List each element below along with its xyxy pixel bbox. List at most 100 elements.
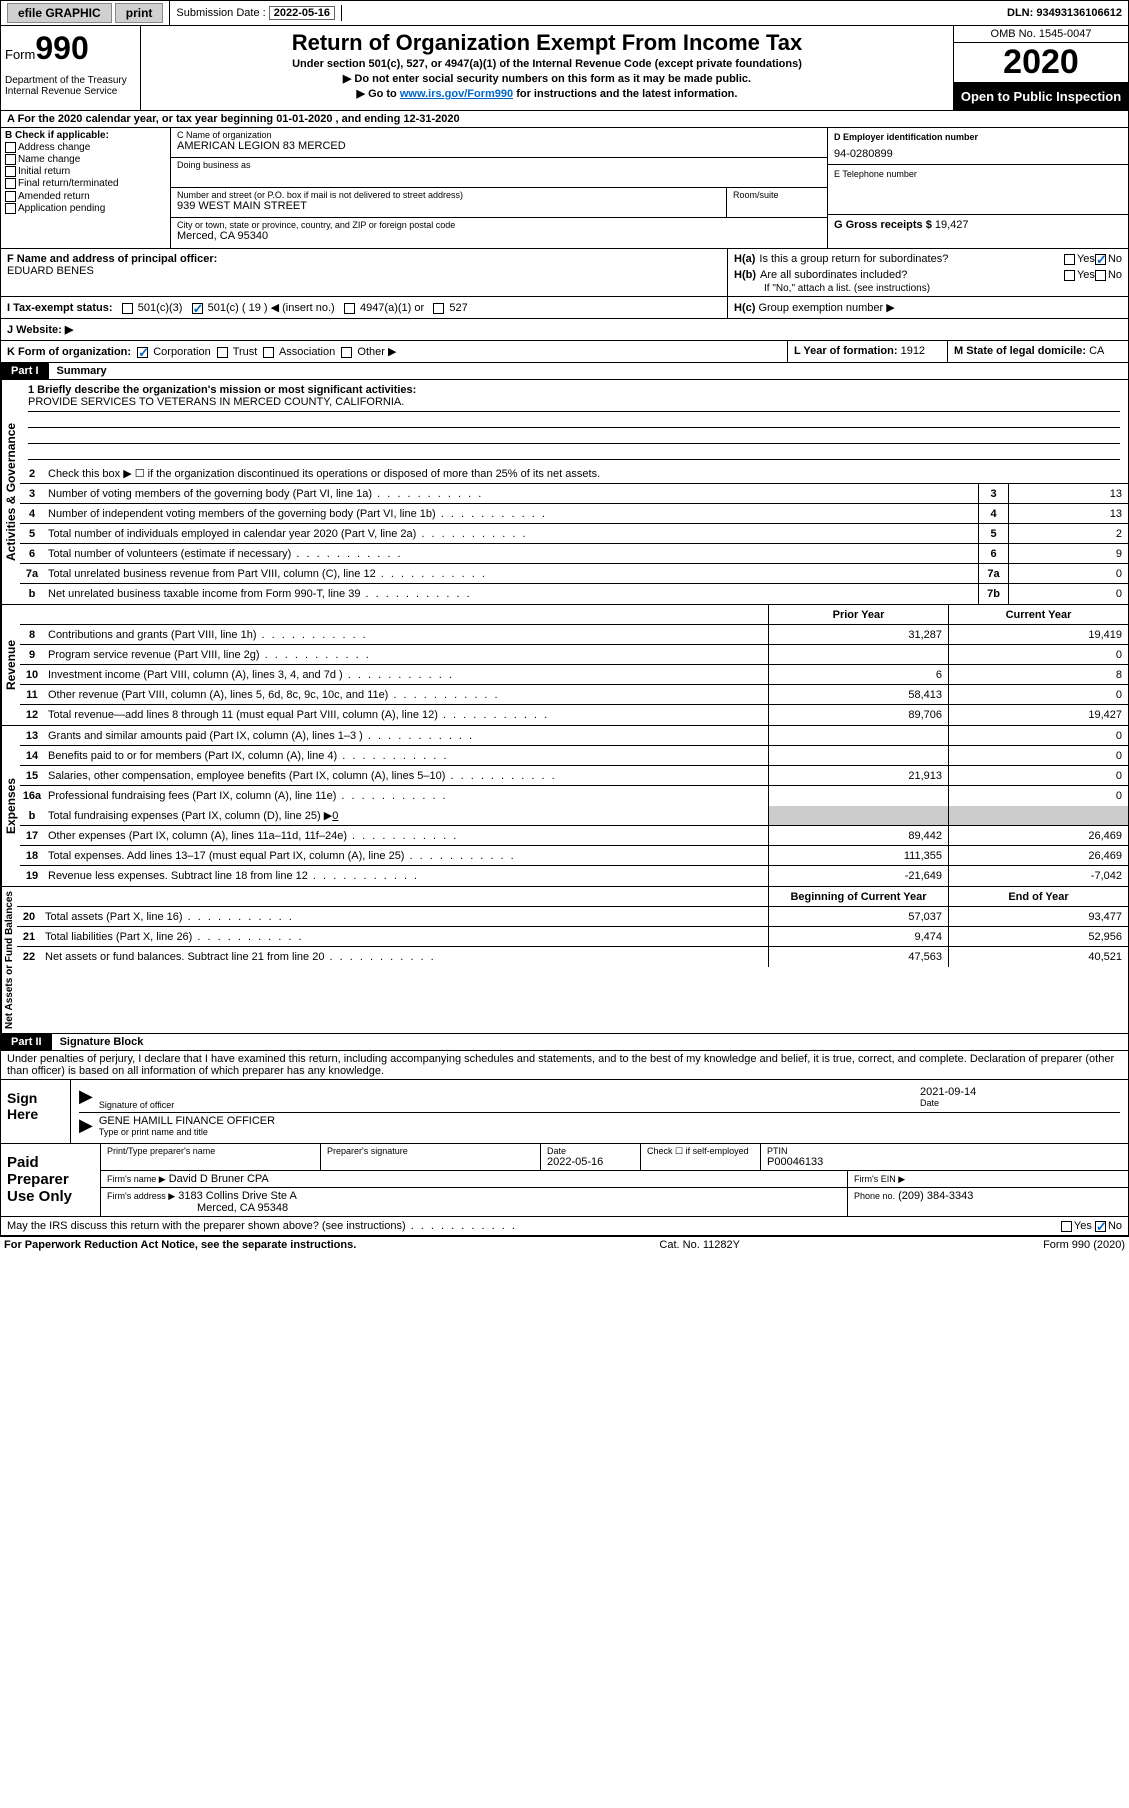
check-pending[interactable] [5, 203, 16, 214]
k-assoc-label: Association [279, 346, 335, 358]
line16b-val: 0 [332, 810, 338, 822]
discuss-no[interactable] [1095, 1221, 1106, 1232]
line2-text: Check this box ▶ ☐ if the organization d… [44, 465, 1128, 482]
submission-date: 2022-05-16 [269, 6, 335, 20]
print-button[interactable]: print [115, 3, 164, 23]
k-trust[interactable] [217, 347, 228, 358]
check-initial[interactable] [5, 166, 16, 177]
ha-no[interactable] [1095, 254, 1106, 265]
sig-date: 2021-09-14 [920, 1086, 1120, 1098]
begin-year-header: Beginning of Current Year [768, 887, 948, 906]
tax-status-label: I Tax-exempt status: [7, 302, 113, 314]
k-other[interactable] [341, 347, 352, 358]
form-title: Return of Organization Exempt From Incom… [151, 30, 943, 56]
tax-527-label: 527 [449, 302, 467, 314]
instr-link[interactable]: www.irs.gov/Form990 [400, 88, 513, 100]
form-subtitle: Under section 501(c), 527, or 4947(a)(1)… [151, 58, 943, 70]
k-assoc[interactable] [263, 347, 274, 358]
prior-year-header: Prior Year [768, 605, 948, 624]
prep-addr-label: Firm's address ▶ [107, 1191, 175, 1201]
prep-firm: David D Bruner CPA [169, 1173, 269, 1185]
part1-label: Part I [1, 363, 49, 379]
l-value: 1912 [901, 345, 925, 357]
section-a: A For the 2020 calendar year, or tax yea… [1, 111, 466, 127]
check-initial-label: Initial return [18, 166, 70, 177]
city-value: Merced, CA 95340 [177, 230, 821, 242]
revenue-vert-label: Revenue [1, 605, 20, 725]
line16b-text: Total fundraising expenses (Part IX, col… [48, 810, 332, 822]
sig-name: GENE HAMILL FINANCE OFFICER [99, 1115, 275, 1127]
sig-date-label: Date [920, 1098, 1120, 1108]
m-value: CA [1089, 345, 1104, 357]
hb-no[interactable] [1095, 270, 1106, 281]
check-pending-label: Application pending [18, 203, 105, 214]
dept-label: Department of the Treasury Internal Reve… [5, 75, 136, 97]
instr-goto-post: for instructions and the latest informat… [513, 88, 737, 100]
efile-button[interactable]: efile GRAPHIC [7, 3, 112, 23]
prep-date-label: Date [547, 1146, 634, 1156]
top-bar: efile GRAPHIC print Submission Date : 20… [0, 0, 1129, 26]
hb-note: If "No," attach a list. (see instruction… [734, 283, 1122, 294]
k-label: K Form of organization: [7, 346, 131, 358]
org-name: AMERICAN LEGION 83 MERCED [177, 140, 821, 152]
end-year-header: End of Year [948, 887, 1128, 906]
mission-label: 1 Briefly describe the organization's mi… [28, 384, 1120, 396]
tax-527[interactable] [433, 303, 444, 314]
gross-label: G Gross receipts $ [834, 219, 932, 231]
check-final[interactable] [5, 178, 16, 189]
tax-501c-label: 501(c) ( 19 ) ◀ (insert no.) [208, 302, 335, 314]
check-address[interactable] [5, 142, 16, 153]
prep-addr2: Merced, CA 95348 [197, 1202, 288, 1214]
m-label: M State of legal domicile: [954, 345, 1086, 357]
expenses-vert-label: Expenses [1, 726, 20, 886]
discuss-yes[interactable] [1061, 1221, 1072, 1232]
phone-label: E Telephone number [834, 169, 1122, 179]
current-year-header: Current Year [948, 605, 1128, 624]
ha-yes[interactable] [1064, 254, 1075, 265]
prep-addr1: 3183 Collins Drive Ste A [178, 1190, 297, 1202]
netassets-vert-label: Net Assets or Fund Balances [1, 887, 17, 1033]
prep-name-label: Print/Type preparer's name [107, 1146, 314, 1156]
footer-right: Form 990 (2020) [1043, 1239, 1125, 1251]
omb-number: OMB No. 1545-0047 [954, 26, 1128, 43]
prep-ptin: P00046133 [767, 1156, 1122, 1168]
org-name-label: C Name of organization [177, 130, 821, 140]
gross-value: 19,427 [935, 219, 969, 231]
prep-sig-label: Preparer's signature [327, 1146, 534, 1156]
tax-501c3[interactable] [122, 303, 133, 314]
governance-vert-label: Activities & Governance [1, 380, 20, 604]
submission-label: Submission Date : [176, 7, 265, 19]
tax-year: 2020 [954, 43, 1128, 83]
check-amended-label: Amended return [18, 191, 90, 202]
ha-label: Is this a group return for subordinates? [759, 253, 1064, 265]
form-header: Form990 Department of the Treasury Inter… [0, 26, 1129, 111]
l-label: L Year of formation: [794, 345, 898, 357]
tax-501c[interactable] [192, 303, 203, 314]
check-amended[interactable] [5, 191, 16, 202]
prep-phone-label: Phone no. [854, 1191, 895, 1201]
open-public-badge: Open to Public Inspection [954, 83, 1128, 110]
part2-title: Signature Block [52, 1034, 152, 1050]
prep-date: 2022-05-16 [547, 1156, 634, 1168]
sig-officer-label: Signature of officer [99, 1100, 920, 1110]
form-label: Form [5, 47, 35, 62]
hb-yes[interactable] [1064, 270, 1075, 281]
prep-firm-label: Firm's name ▶ [107, 1174, 166, 1184]
check-address-label: Address change [18, 142, 90, 153]
hb-label: Are all subordinates included? [760, 269, 1064, 281]
instr-ssn: ▶ Do not enter social security numbers o… [151, 72, 943, 85]
k-corp[interactable] [137, 347, 148, 358]
check-applicable: B Check if applicable: Address change Na… [1, 128, 171, 248]
footer-center: Cat. No. 11282Y [659, 1239, 740, 1251]
officer-name: EDUARD BENES [7, 265, 721, 277]
declaration-text: Under penalties of perjury, I declare th… [7, 1053, 1122, 1077]
city-label: City or town, state or province, country… [177, 220, 821, 230]
street-value: 939 WEST MAIN STREET [177, 200, 720, 212]
prep-ptin-label: PTIN [767, 1146, 1122, 1156]
check-name[interactable] [5, 154, 16, 165]
check-final-label: Final return/terminated [18, 179, 119, 190]
prep-check-label: Check ☐ if self-employed [647, 1146, 754, 1157]
check-b-label: B Check if applicable: [5, 130, 166, 141]
tax-4947[interactable] [344, 303, 355, 314]
tax-501c3-label: 501(c)(3) [138, 302, 183, 314]
